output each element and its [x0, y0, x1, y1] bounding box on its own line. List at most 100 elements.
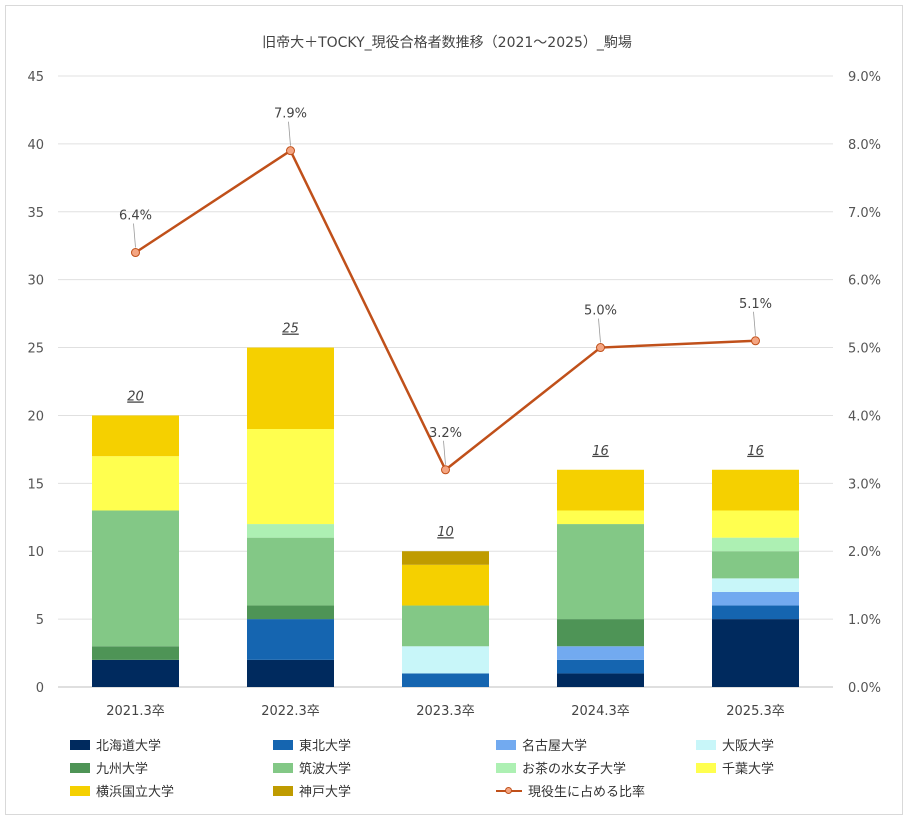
legend-label: 神戸大学 — [299, 785, 352, 800]
bar-segment — [92, 415, 179, 457]
bar-total-label: 16 — [747, 444, 764, 459]
legend-label: 東北大学 — [299, 739, 352, 754]
x-tick-label: 2024.3卒 — [571, 704, 630, 719]
ratio-data-label: 7.9% — [274, 107, 307, 122]
bar-segment — [92, 659, 179, 687]
bar-segment — [712, 510, 799, 538]
bar-segment — [402, 646, 489, 674]
ratio-point — [286, 146, 295, 156]
legend-label: 現役生に占める比率 — [528, 785, 646, 800]
x-tick-label: 2025.3卒 — [726, 704, 785, 719]
bar-segment — [557, 510, 644, 525]
legend-item: 名古屋大学 — [496, 735, 587, 754]
legend-label: 九州大学 — [96, 762, 149, 777]
y2-tick-label: 0.0% — [848, 681, 881, 696]
bar-segment — [712, 551, 799, 579]
x-tick-label: 2021.3卒 — [106, 704, 165, 719]
bar-segment — [92, 456, 179, 511]
y2-tick-label: 7.0% — [848, 206, 881, 221]
ratio-line — [131, 146, 760, 475]
legend-item: 神戸大学 — [273, 781, 351, 800]
bar-total-label: 10 — [437, 525, 454, 540]
y-tick-label: 5 — [36, 613, 44, 628]
bar-segment — [712, 537, 799, 552]
bar-segment — [247, 429, 334, 525]
x-tick-label: 2023.3卒 — [416, 704, 475, 719]
axes: 0 5 10 15 20 25 30 35 40 45 0.0% 1.0% 2.0% 3.0% 4.0% 5.… — [27, 70, 881, 719]
bar-segment — [247, 347, 334, 430]
y-tick-label: 25 — [27, 342, 44, 357]
legend-swatch — [273, 785, 293, 796]
ratio-data-label: 5.1% — [739, 297, 772, 312]
bar-segment — [247, 537, 334, 606]
ratio-leader-line — [598, 318, 601, 343]
bar-segment — [247, 619, 334, 660]
legend-label: 名古屋大学 — [522, 739, 588, 754]
bar-segment — [92, 510, 179, 647]
legend-item: 千葉大学 — [696, 758, 774, 777]
legend-label: 北海道大学 — [96, 739, 162, 754]
bar-segment — [557, 646, 644, 660]
bar-total-label: 20 — [127, 389, 144, 404]
y-tick-label: 15 — [27, 477, 44, 492]
legend-item: 東北大学 — [273, 735, 351, 754]
legend-swatch — [70, 739, 90, 750]
bar-segment — [557, 469, 644, 511]
ratio-point — [441, 465, 450, 475]
bar-segment — [247, 524, 334, 538]
data-labels: 20 25 10 16 16 6.4% 7.9% 3.2% 5.0% 5.1% — [119, 107, 772, 541]
y-tick-label: 20 — [27, 409, 44, 424]
legend-item: 九州大学 — [70, 758, 148, 777]
legend-item: 横浜国立大学 — [70, 781, 174, 800]
legend-swatch — [273, 762, 293, 773]
gridlines — [58, 75, 833, 688]
legend-swatch — [70, 762, 90, 773]
bar-total-label: 25 — [282, 322, 299, 337]
y-tick-label: 35 — [27, 206, 44, 221]
bar-total-label: 16 — [592, 444, 609, 459]
y-tick-label: 30 — [27, 274, 44, 289]
bar-segment — [712, 591, 799, 606]
legend-item: お茶の水女子大学 — [496, 758, 626, 777]
bars — [92, 347, 799, 687]
x-tick-label: 2022.3卒 — [261, 704, 320, 719]
legend-swatch — [273, 739, 293, 750]
bar-segment — [712, 619, 799, 687]
legend-label: 筑波大学 — [299, 762, 352, 777]
legend-item: 大阪大学 — [696, 735, 774, 754]
legend-swatch — [696, 762, 716, 773]
bar-segment — [402, 551, 489, 565]
y2-tick-label: 3.0% — [848, 477, 881, 492]
bar-segment — [557, 659, 644, 674]
y-tick-label: 10 — [27, 545, 44, 560]
ratio-leader-line — [133, 223, 136, 248]
legend-item: 筑波大学 — [273, 758, 351, 777]
bar-segment — [557, 673, 644, 687]
legend-label: 横浜国立大学 — [96, 785, 175, 800]
legend-swatch — [496, 739, 516, 750]
legend-swatch — [496, 762, 516, 773]
ratio-point — [131, 248, 140, 258]
y2-tick-label: 5.0% — [848, 342, 881, 357]
legend-swatch — [696, 739, 716, 750]
bar-segment — [557, 619, 644, 647]
y2-tick-label: 6.0% — [848, 274, 881, 289]
legend-label: お茶の水女子大学 — [522, 762, 627, 777]
bar-segment — [402, 564, 489, 606]
ratio-point — [596, 343, 605, 353]
bar-segment — [402, 673, 489, 687]
ratio-leader-line — [443, 440, 446, 465]
chart-title: 旧帝大＋TOCKY_現役合格者数推移（2021～2025）_駒場 — [262, 35, 632, 51]
legend-label: 大阪大学 — [722, 739, 775, 754]
ratio-point — [751, 336, 760, 346]
bar-segment — [92, 646, 179, 660]
y2-tick-label: 1.0% — [848, 613, 881, 628]
legend-item: 北海道大学 — [70, 735, 161, 754]
bar-segment — [712, 578, 799, 592]
y-tick-label: 40 — [27, 138, 44, 153]
ratio-data-label: 3.2% — [429, 426, 462, 441]
legend-item: 現役生に占める比率 — [496, 781, 645, 800]
legend-swatch — [70, 785, 90, 796]
y2-tick-label: 9.0% — [848, 70, 881, 85]
